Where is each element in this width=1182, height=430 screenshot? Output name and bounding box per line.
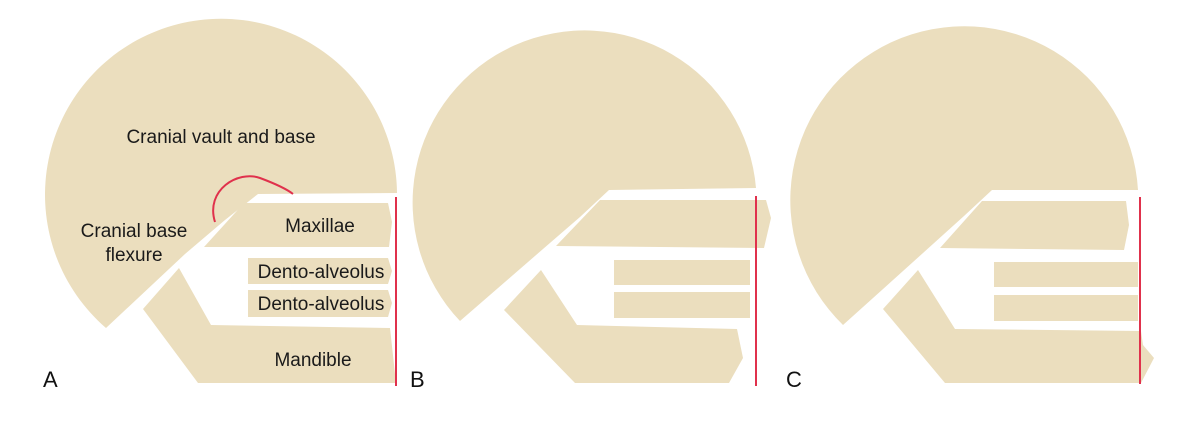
mandible-shape <box>143 268 396 383</box>
cranial-base-flexure-label-line1: Cranial base <box>81 221 188 242</box>
dento-alveolus-upper-shape <box>994 262 1138 287</box>
maxillae-shape <box>940 201 1129 250</box>
mandible-shape <box>504 270 743 383</box>
cranial-vault-label: Cranial vault and base <box>126 127 315 148</box>
panel-c: C <box>786 26 1154 392</box>
mandible-shape <box>883 270 1154 383</box>
dento-alveolus-lower-label: Dento-alveolus <box>258 294 385 315</box>
mandible-label: Mandible <box>274 350 351 371</box>
cranial-base-angle-arc <box>212 175 294 223</box>
cranium-shape <box>412 30 756 322</box>
panel-letter-a: A <box>43 367 58 392</box>
cranial-base-flexure-label-line2: flexure <box>105 245 162 266</box>
panel-b: B <box>410 30 771 392</box>
maxillae-shape <box>204 203 392 247</box>
dento-alveolus-lower-shape <box>614 292 750 318</box>
dento-alveolus-upper-shape <box>614 260 750 285</box>
maxillae-label: Maxillae <box>285 216 355 237</box>
panel-a: Cranial vault and base Cranial base flex… <box>43 18 397 392</box>
cranium-shape <box>45 18 397 329</box>
dento-alveolus-upper-label: Dento-alveolus <box>258 262 385 283</box>
dento-alveolus-upper-shape <box>248 258 392 284</box>
dento-alveolus-lower-shape <box>248 290 392 317</box>
panel-letter-c: C <box>786 367 802 392</box>
maxillae-shape <box>556 200 771 248</box>
panel-letter-b: B <box>410 367 425 392</box>
cranium-shape <box>790 26 1138 325</box>
dento-alveolus-lower-shape <box>994 295 1138 321</box>
